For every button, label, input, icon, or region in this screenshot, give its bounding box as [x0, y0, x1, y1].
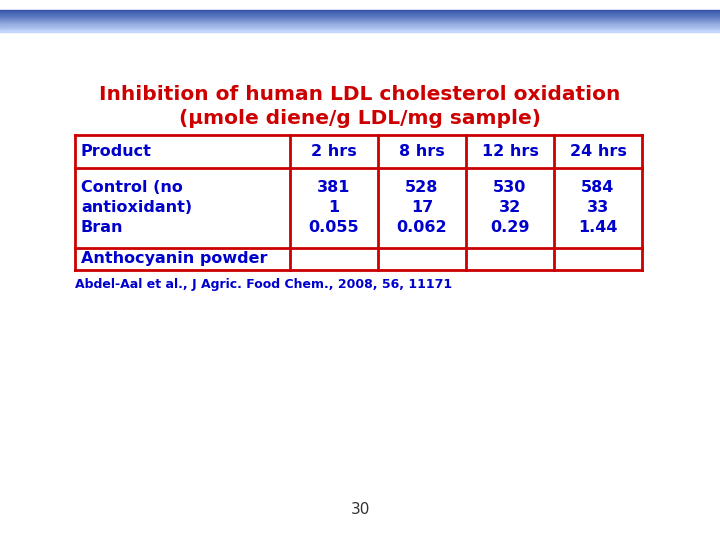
Text: 381: 381: [318, 180, 351, 195]
Text: 12 hrs: 12 hrs: [482, 144, 539, 159]
Text: 17: 17: [411, 200, 433, 215]
Text: 30: 30: [351, 503, 369, 517]
Text: Product: Product: [81, 144, 152, 159]
Text: 530: 530: [493, 180, 527, 195]
Text: (μmole diene/g LDL/mg sample): (μmole diene/g LDL/mg sample): [179, 109, 541, 127]
Text: 584: 584: [581, 180, 615, 195]
Text: 0.29: 0.29: [490, 220, 530, 235]
Text: 0.055: 0.055: [309, 220, 359, 235]
Text: Abdel-Aal et al., J Agric. Food Chem., 2008, 56, 11171: Abdel-Aal et al., J Agric. Food Chem., 2…: [75, 278, 452, 291]
Text: Anthocyanin powder: Anthocyanin powder: [81, 252, 268, 267]
Text: Inhibition of human LDL cholesterol oxidation: Inhibition of human LDL cholesterol oxid…: [99, 85, 621, 105]
Text: 33: 33: [587, 200, 609, 215]
Text: 2 hrs: 2 hrs: [311, 144, 357, 159]
Text: Bran: Bran: [81, 220, 124, 235]
Text: 1: 1: [328, 200, 340, 215]
Text: 32: 32: [499, 200, 521, 215]
Text: 1.44: 1.44: [578, 220, 618, 235]
Text: 24 hrs: 24 hrs: [570, 144, 626, 159]
Text: 8 hrs: 8 hrs: [399, 144, 445, 159]
Text: 528: 528: [405, 180, 438, 195]
Text: antioxidant): antioxidant): [81, 200, 192, 215]
Text: Control (no: Control (no: [81, 180, 183, 195]
Text: 0.062: 0.062: [397, 220, 447, 235]
